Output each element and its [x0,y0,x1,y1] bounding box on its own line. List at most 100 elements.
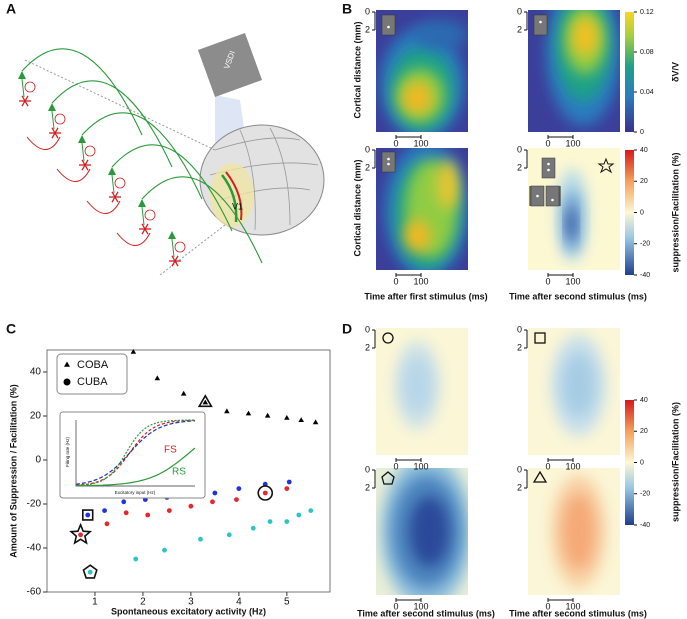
colorbar-tick-label: 40 [640,147,648,154]
stimulus-dot [547,168,550,172]
x-tick-label: 100 [413,461,428,471]
heatmap [376,468,468,595]
stimulus-dot [551,198,554,202]
legend-box [56,353,128,395]
v1-green [221,174,238,223]
red-arc [116,232,151,246]
red-arc [56,168,91,182]
stimulus-dot [387,162,390,166]
data-point [188,503,194,509]
data-point [312,419,319,425]
data-point [102,508,107,513]
highlight-marker [257,485,274,501]
y-tick-label: 0 [35,455,41,466]
inset-curve [75,419,195,486]
inset-curve [75,419,195,487]
y-tick-label: 0 [517,324,522,334]
data-point [284,519,290,525]
inset-axes [75,420,195,487]
heatmap-blob [402,81,433,114]
y-tick-label: 2 [365,24,370,34]
x-tick-label: 100 [565,276,580,286]
y-tick-label: 20 [30,411,42,422]
plot-frame [46,349,331,593]
panel-label: D [342,321,352,337]
inset-curve [75,447,196,487]
y-tick-label: 40 [30,367,42,378]
axon-arc [81,112,203,200]
heatmap-blob [412,19,468,50]
data-point [85,512,91,518]
data-point [121,499,127,505]
x-tick-label: 4 [236,597,242,608]
colorbar-tick-label: 0.04 [640,89,654,96]
colorbar-tick-label: 40 [640,397,648,404]
neuron-green [168,231,176,239]
colorbar-tick-label: 0 [640,209,644,216]
colorbar-tick-label: -40 [640,272,650,279]
x-tick-label: 100 [413,601,428,611]
x-tick-label: 0 [545,601,550,611]
colorbar [625,150,634,275]
data-point [267,519,273,524]
data-point [250,525,256,531]
x-axis-label: Time after second stimulus (ms) [357,608,495,618]
dendrite [51,110,55,130]
stimulus-dot [547,162,550,166]
panel-label: A [6,1,16,17]
x-tick-label: 0 [393,461,398,471]
heatmap [376,148,468,270]
data-point [286,479,292,485]
colorbar-tick-label: 0 [640,129,644,136]
data-point [308,508,314,513]
data-point [123,510,129,516]
colorbar [625,400,634,525]
data-point [236,486,242,491]
neuron-green [138,199,146,207]
dendrite [141,206,145,226]
stimulus-icon [381,14,396,36]
stimulus-icon [545,185,560,207]
data-point [87,569,93,575]
x-tick-label: 100 [413,138,428,148]
y-tick-label: 0 [365,324,370,334]
stimulus-icon [533,14,548,36]
data-point [154,375,161,381]
y-tick-label: 0 [365,464,370,474]
colorbar-tick-label: 20 [640,178,648,185]
heatmap [376,328,468,455]
x-tick-label: 1 [92,597,98,608]
heatmap-blob [562,353,596,417]
axon-arc [141,176,263,264]
heatmap-blob [566,206,576,241]
x-tick-label: 100 [565,138,580,148]
axon-arc [51,80,173,168]
x-axis-label: Time after second stimulus (ms) [509,291,647,301]
y-tick-label: 2 [365,482,370,492]
data-point [210,499,215,505]
stimulus-icon [541,157,556,179]
inset-curve-label: FS [164,445,177,456]
y-tick-label: 2 [517,24,522,34]
y-axis-label: Amount of Suppression / Facilitation (%) [8,384,18,558]
colorbar-label: δV/V [670,62,680,82]
highlight-marker [69,522,93,545]
x-tick-label: 100 [413,276,428,286]
data-point [145,512,151,518]
highlight-marker [82,564,98,579]
colorbar [625,12,634,132]
stimulus-dot [387,157,390,161]
x-tick-label: 2 [140,597,146,608]
data-point [264,412,271,418]
neuron-green [108,167,116,175]
neuron-red [141,223,149,235]
x-tick-label: 0 [545,461,550,471]
neuron-red [81,159,89,171]
neuron-green [48,103,56,111]
data-point [202,399,209,405]
y-tick-label: 0 [517,464,522,474]
heatmap-blob [404,219,431,252]
data-point [180,390,187,396]
y-tick-label: 2 [517,342,522,352]
y-tick-label: -60 [27,587,42,598]
